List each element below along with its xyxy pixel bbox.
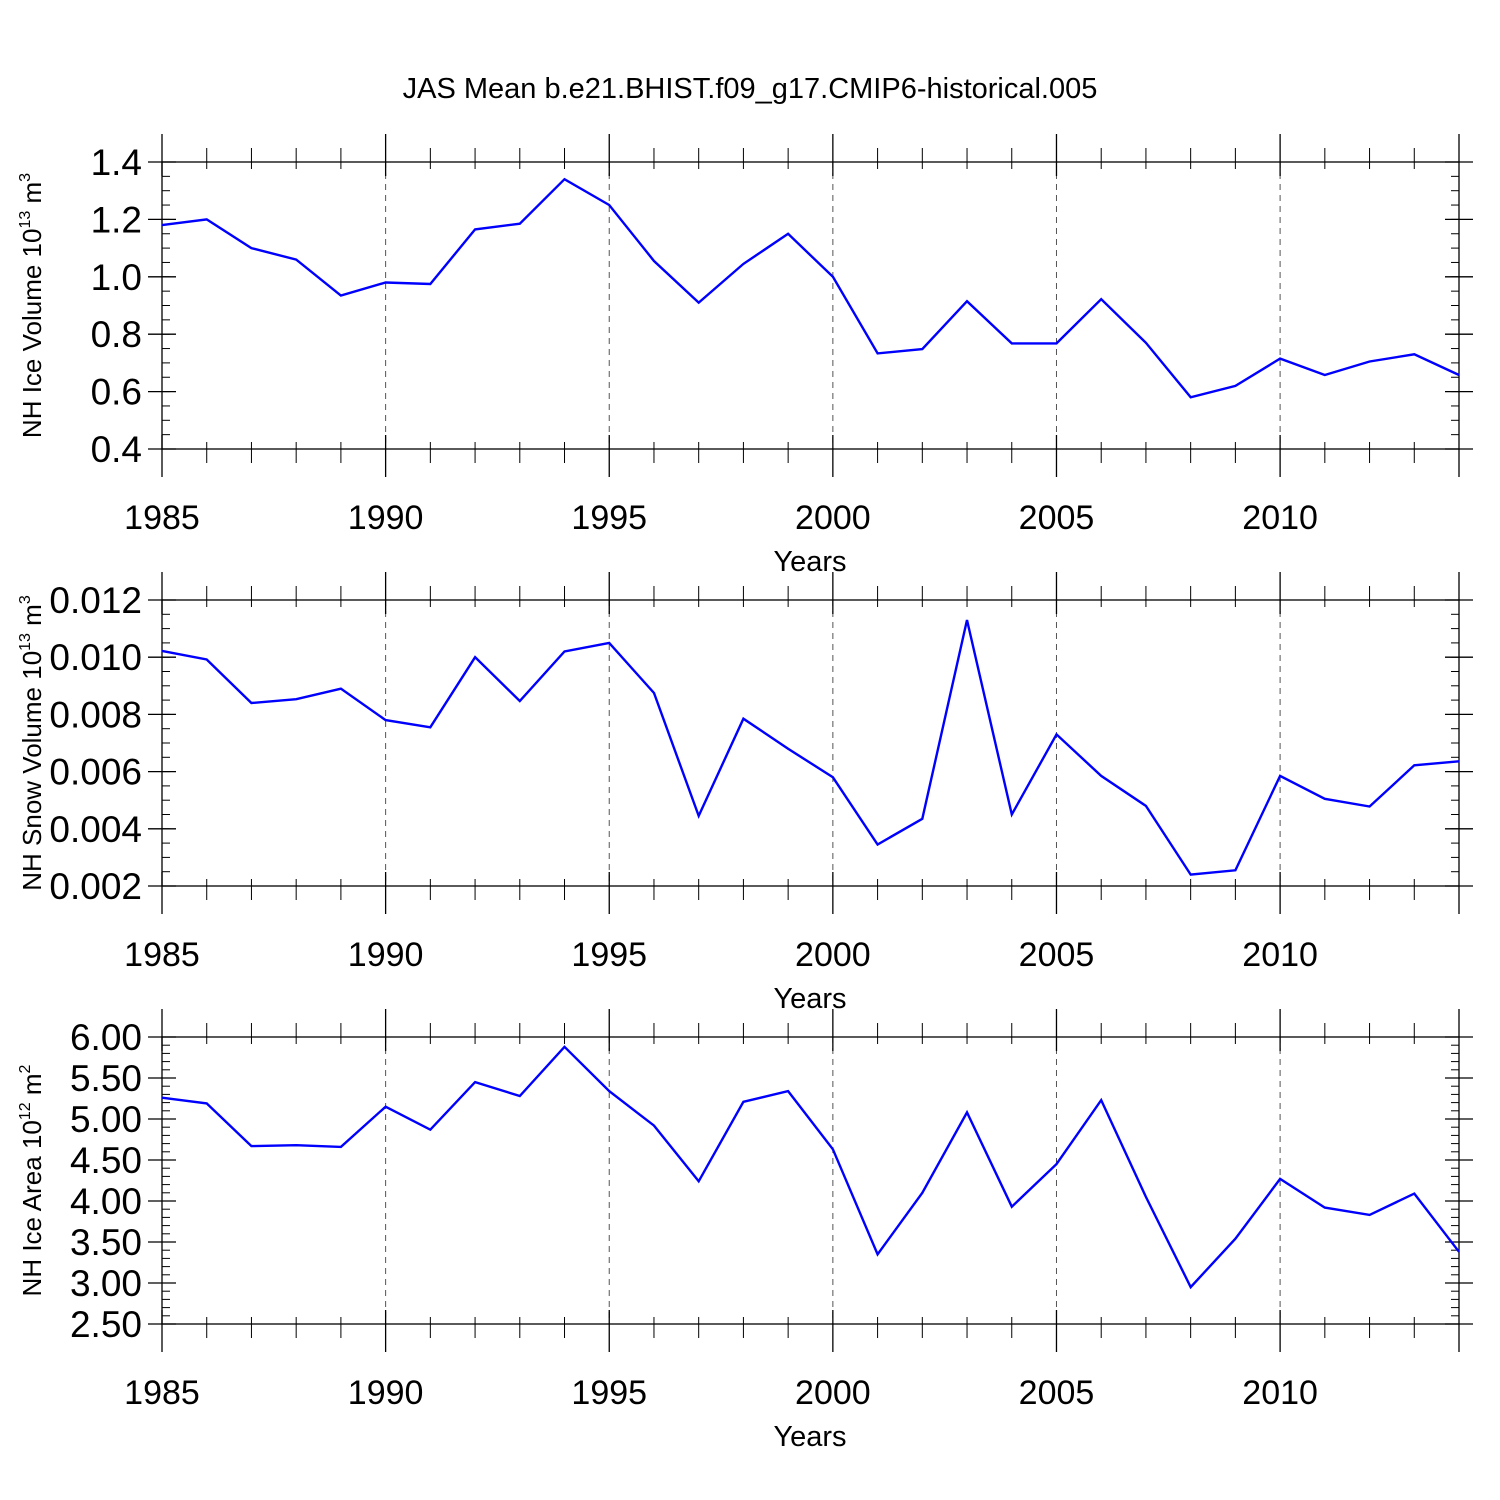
y-axis-label: NH Snow Volume 1013 m3 — [17, 595, 47, 891]
x-tick-label: 2010 — [1242, 1374, 1318, 1412]
y-axis-label-superscript: 3 — [17, 173, 34, 182]
y-tick-label: 1.4 — [91, 142, 142, 183]
figure-title: JAS Mean b.e21.BHIST.f09_g17.CMIP6-histo… — [403, 73, 1098, 105]
y-axis-label-text: m — [17, 604, 47, 633]
y-tick-label: 1.2 — [91, 199, 142, 240]
y-tick-label: 5.00 — [70, 1099, 142, 1140]
y-tick-label: 0.6 — [91, 372, 142, 413]
y-tick-label: 2.50 — [70, 1304, 142, 1345]
y-tick-label: 4.50 — [70, 1140, 142, 1181]
series-line — [161, 177, 1460, 399]
y-axis-label-text: NH Ice Volume 10 — [17, 229, 47, 439]
y-axis-label-text: m — [17, 1073, 47, 1102]
x-axis-label: Years — [773, 983, 846, 1015]
x-tick-label: 2010 — [1242, 499, 1318, 537]
x-tick-label: 1995 — [571, 936, 647, 974]
y-tick-label: 0.004 — [49, 809, 142, 850]
x-tick-label: 2000 — [795, 499, 871, 537]
x-tick-label: 2000 — [795, 1374, 871, 1412]
plot-frame — [161, 161, 1460, 450]
y-axis-label-superscript: 13 — [17, 633, 34, 651]
y-axis-label: NH Ice Area 1012 m2 — [17, 1064, 47, 1296]
series-line — [161, 619, 1460, 876]
x-tick-label: 1990 — [348, 1374, 424, 1412]
x-tick-label: 2010 — [1242, 936, 1318, 974]
y-axis-label: NH Ice Volume 1013 m3 — [17, 173, 47, 438]
y-tick-label: 5.50 — [70, 1058, 142, 1099]
panel-3: 2.503.003.504.004.505.005.506.00 1985 1990… — [17, 1009, 1473, 1453]
x-tick-label: 2005 — [1019, 499, 1095, 537]
y-axis-label-superscript: 13 — [17, 211, 34, 229]
y-tick-label: 1.0 — [91, 257, 142, 298]
y-tick-label: 0.006 — [49, 752, 142, 793]
y-tick-label: 0.8 — [91, 314, 142, 355]
x-tick-label: 1985 — [124, 1374, 200, 1412]
y-tick-label: 0.002 — [49, 866, 142, 907]
y-tick-label: 0.012 — [49, 580, 142, 621]
panel-2: 0.002 0.004 0.006 0.008 0.010 0.012 1985 1990 19… — [17, 572, 1473, 1015]
x-tick-label: 1990 — [348, 499, 424, 537]
x-tick-label: 1990 — [348, 936, 424, 974]
y-tick-label: 0.008 — [49, 694, 142, 735]
x-tick-label: 2005 — [1019, 936, 1095, 974]
y-tick-label: 3.50 — [70, 1222, 142, 1263]
y-tick-label: 0.010 — [49, 637, 142, 678]
y-axis-label-superscript: 2 — [17, 1064, 34, 1073]
y-tick-label: 0.4 — [91, 429, 142, 470]
panel-1: 0.4 0.6 0.8 1.0 1.2 1.4 1985 1990 1995 2000 2005 20… — [17, 134, 1473, 578]
plot-frame — [161, 1036, 1460, 1325]
x-axis-label: Years — [773, 1421, 846, 1453]
y-tick-label: 6.00 — [70, 1017, 142, 1058]
x-tick-label: 2005 — [1019, 1374, 1095, 1412]
y-axis-label-superscript: 3 — [17, 595, 34, 604]
y-axis-label-superscript: 12 — [17, 1102, 34, 1120]
x-tick-label: 1985 — [124, 499, 200, 537]
x-tick-label: 2000 — [795, 936, 871, 974]
x-axis-label: Years — [773, 546, 846, 578]
y-tick-label: 3.00 — [70, 1263, 142, 1304]
y-tick-label: 4.00 — [70, 1181, 142, 1222]
series-line — [161, 1045, 1460, 1290]
plot-frame — [161, 599, 1460, 887]
x-tick-label: 1995 — [571, 1374, 647, 1412]
y-axis-label-text: m — [17, 182, 47, 211]
y-axis-label-text: NH Ice Area 10 — [17, 1120, 47, 1296]
y-axis-label-text: NH Snow Volume 10 — [17, 651, 47, 891]
x-tick-label: 1985 — [124, 936, 200, 974]
x-tick-label: 1995 — [571, 499, 647, 537]
